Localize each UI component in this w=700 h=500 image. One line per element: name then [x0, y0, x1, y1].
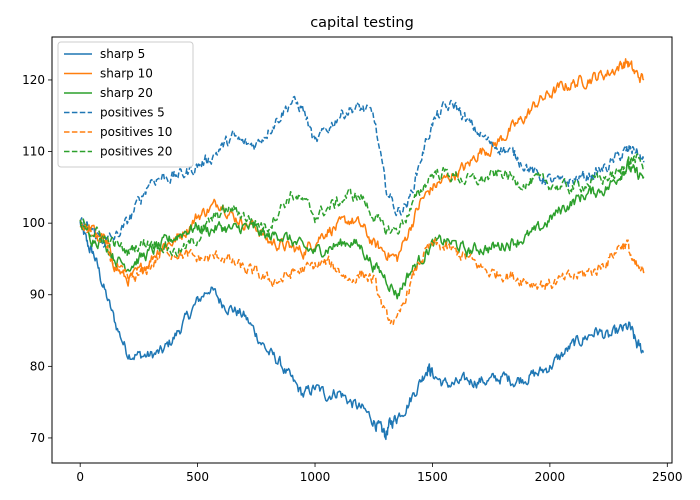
- series-layer: [79, 58, 645, 441]
- legend: sharp 5 sharp 10 sharp 20 positives 5 positi…: [57, 41, 194, 168]
- x-tick-label: 0: [76, 470, 84, 484]
- legend-label: positives 5: [100, 106, 165, 120]
- x-axis: 0 500 1000 1500 2000 2500: [76, 463, 683, 484]
- y-tick-label: 120: [22, 73, 45, 87]
- y-tick-label: 90: [30, 288, 45, 302]
- y-tick-label: 100: [22, 216, 45, 230]
- series-line-positives-10: [79, 219, 645, 326]
- x-tick-label: 1000: [300, 470, 331, 484]
- legend-label: positives 20: [100, 145, 172, 159]
- legend-label: sharp 20: [100, 86, 153, 100]
- axes-frame: [51, 36, 673, 464]
- y-tick-label: 70: [30, 431, 45, 445]
- x-tick-label: 2500: [652, 470, 683, 484]
- y-axis: 70 80 90 100 110 120: [22, 73, 52, 445]
- series-line-positives-5: [79, 95, 645, 248]
- y-tick-label: 110: [22, 145, 45, 159]
- y-tick-label: 80: [30, 359, 45, 373]
- x-tick-label: 2000: [535, 470, 566, 484]
- series-line-sharp-20: [79, 158, 645, 300]
- legend-label: sharp 5: [100, 47, 145, 61]
- legend-label: sharp 10: [100, 67, 153, 81]
- chart-title: capital testing: [310, 15, 414, 31]
- series-line-positives-20: [79, 153, 645, 257]
- legend-label: positives 10: [100, 125, 172, 139]
- x-tick-label: 500: [186, 470, 209, 484]
- x-tick-label: 1500: [417, 470, 448, 484]
- series-line-sharp-5: [79, 221, 644, 441]
